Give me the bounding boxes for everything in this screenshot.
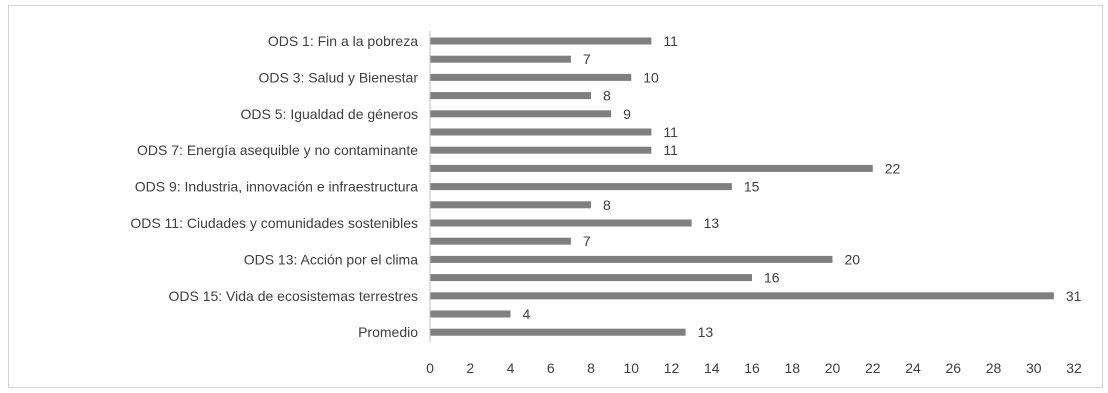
- category-label: ODS 9: Industria, innovación e infraestr…: [135, 179, 418, 195]
- data-label: 31: [1066, 288, 1082, 304]
- x-tick-label: 12: [664, 360, 680, 376]
- bars: [430, 37, 1054, 336]
- x-tick-labels: 0 2 4 6 8 10 12 14 16 18 20 22 24 26 28 30 32: [426, 360, 1082, 376]
- bar: [430, 55, 571, 63]
- x-tick-label: 14: [704, 360, 720, 376]
- bar: [430, 37, 652, 45]
- bar: [430, 237, 571, 245]
- data-label: 11: [663, 124, 678, 140]
- x-tick-label: 30: [1026, 360, 1042, 376]
- x-tick-label: 0: [426, 360, 434, 376]
- bar: [430, 310, 511, 318]
- category-labels: ODS 1: Fin a la pobreza ODS 3: Salud y Bi…: [130, 33, 418, 340]
- bar: [430, 128, 652, 136]
- bar: [430, 219, 692, 227]
- x-tick-label: 32: [1066, 360, 1082, 376]
- data-label: 11: [663, 33, 678, 49]
- bar: [430, 164, 873, 172]
- data-label: 10: [643, 69, 659, 85]
- x-tick-label: 6: [547, 360, 555, 376]
- category-label: ODS 5: Igualdad de géneros: [241, 106, 418, 122]
- bar: [430, 255, 833, 263]
- data-label: 13: [704, 215, 720, 231]
- x-tick-label: 24: [905, 360, 921, 376]
- data-label: 7: [583, 51, 591, 67]
- x-tick-label: 22: [865, 360, 881, 376]
- data-label: 20: [845, 251, 861, 267]
- category-label: ODS 11: Ciudades y comunidades sostenibl…: [130, 215, 418, 231]
- data-label: 16: [764, 270, 780, 286]
- data-label: 22: [885, 160, 901, 176]
- bar: [430, 274, 752, 282]
- data-label: 9: [623, 106, 631, 122]
- bar: [430, 92, 591, 100]
- bar: [430, 110, 612, 118]
- category-label: ODS 15: Vida de ecosistemas terrestres: [168, 288, 418, 304]
- data-label: 7: [583, 233, 591, 249]
- data-label: 13: [698, 324, 714, 340]
- bar-chart: ODS 1: Fin a la pobreza ODS 3: Salud y Bi…: [130, 31, 1082, 376]
- x-tick-label: 28: [986, 360, 1002, 376]
- data-label: 8: [603, 88, 611, 104]
- bar: [430, 292, 1054, 300]
- x-tick-label: 2: [466, 360, 474, 376]
- x-tick-label: 4: [507, 360, 515, 376]
- x-tick-label: 8: [587, 360, 595, 376]
- category-label: Promedio: [358, 324, 418, 340]
- x-tick-label: 10: [623, 360, 639, 376]
- bar: [430, 201, 591, 209]
- x-tick-label: 20: [825, 360, 841, 376]
- bar: [430, 73, 632, 81]
- data-label: 15: [744, 179, 760, 195]
- x-tick-label: 16: [744, 360, 760, 376]
- category-label: ODS 1: Fin a la pobreza: [268, 33, 418, 49]
- bar: [430, 146, 652, 154]
- bar: [430, 328, 686, 336]
- category-label: ODS 7: Energía asequible y no contaminan…: [137, 142, 418, 158]
- category-label: ODS 3: Salud y Bienestar: [258, 69, 418, 85]
- data-label: 8: [603, 197, 611, 213]
- category-label: ODS 13: Acción por el clima: [244, 251, 419, 267]
- bar: [430, 183, 732, 191]
- data-label: 4: [523, 306, 531, 322]
- chart-frame: ODS 1: Fin a la pobreza ODS 3: Salud y Bi…: [8, 5, 1103, 388]
- x-tick-label: 18: [784, 360, 800, 376]
- x-tick-label: 26: [945, 360, 961, 376]
- data-label: 11: [663, 142, 678, 158]
